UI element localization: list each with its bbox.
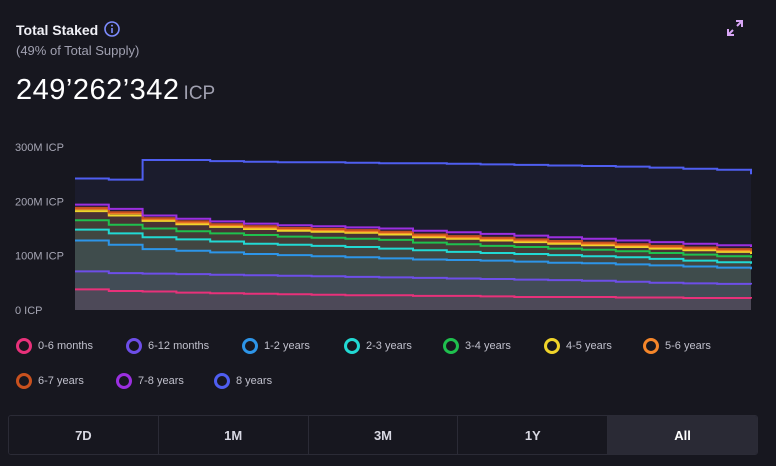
legend-ring-icon — [214, 373, 230, 389]
legend-label: 4-5 years — [566, 340, 612, 352]
series-area — [75, 204, 751, 310]
legend-ring-icon — [344, 338, 360, 354]
total-staked-unit: ICP — [183, 83, 216, 104]
legend-item[interactable]: 2-3 years — [344, 338, 412, 354]
series-line — [75, 159, 752, 181]
card-subtitle: (49% of Total Supply) — [16, 43, 140, 58]
legend-label: 2-3 years — [366, 340, 412, 352]
range-button-1y[interactable]: 1Y — [458, 416, 609, 454]
expand-icon[interactable] — [726, 19, 744, 37]
legend-label: 3-4 years — [465, 340, 511, 352]
legend-label: 6-12 months — [148, 340, 210, 352]
legend-ring-icon — [126, 338, 142, 354]
legend-label: 8 years — [236, 375, 273, 387]
series-line — [75, 288, 752, 299]
series-line — [75, 228, 752, 264]
total-staked-number: 249’262’342 — [16, 74, 180, 106]
y-tick-label: 100M ICP — [15, 251, 64, 263]
range-button-3m[interactable]: 3M — [308, 416, 459, 454]
legend-item[interactable]: 3-4 years — [443, 338, 511, 354]
y-tick-label: 0 ICP — [15, 305, 43, 317]
legend-label: 6-7 years — [38, 375, 84, 387]
range-button-1m[interactable]: 1M — [158, 416, 309, 454]
series-line — [75, 239, 752, 270]
series-line — [75, 270, 752, 285]
staking-chart: 0 ICP 100M ICP 200M ICP 300M ICP — [15, 142, 752, 317]
legend-ring-icon — [643, 338, 659, 354]
legend-item[interactable]: 5-6 years — [643, 338, 711, 354]
series-line — [75, 219, 752, 258]
legend-ring-icon — [544, 338, 560, 354]
legend-ring-icon — [16, 338, 32, 354]
legend-label: 5-6 years — [665, 340, 711, 352]
legend-item[interactable]: 0-6 months — [16, 338, 93, 354]
legend-label: 0-6 months — [38, 340, 94, 352]
legend-item[interactable]: 6-7 years — [16, 373, 84, 389]
legend-label: 7-8 years — [138, 375, 184, 387]
series-area — [75, 229, 751, 310]
y-tick-label: 300M ICP — [15, 142, 64, 154]
legend-item[interactable]: 6-12 months — [126, 338, 209, 354]
legend-ring-icon — [16, 373, 32, 389]
legend-ring-icon — [443, 338, 459, 354]
card-title: Total Staked — [16, 22, 99, 38]
legend-label: 1-2 years — [264, 340, 310, 352]
series-line — [75, 206, 752, 251]
legend-ring-icon — [116, 373, 132, 389]
info-icon[interactable] — [104, 21, 120, 37]
time-range-selector: 7D 1M 3M 1Y All — [8, 415, 758, 455]
total-staked-value: 249’262’342 ICP — [16, 74, 215, 107]
legend-item[interactable]: 8 years — [214, 373, 272, 389]
legend-item[interactable]: 7-8 years — [116, 373, 184, 389]
legend-ring-icon — [242, 338, 258, 354]
range-button-7d[interactable]: 7D — [9, 416, 159, 454]
y-tick-label: 200M ICP — [15, 196, 64, 208]
legend-item[interactable]: 4-5 years — [544, 338, 612, 354]
range-button-all[interactable]: All — [608, 416, 757, 454]
series-line — [75, 203, 752, 247]
legend-item[interactable]: 1-2 years — [242, 338, 310, 354]
